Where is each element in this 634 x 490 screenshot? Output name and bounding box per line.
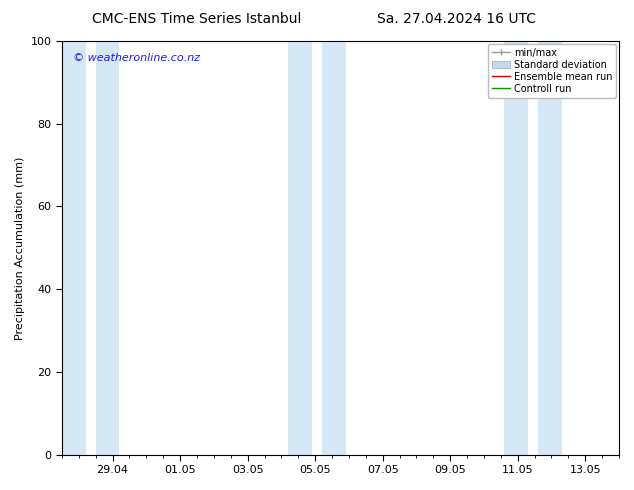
Bar <box>322 41 346 455</box>
Bar <box>96 41 119 455</box>
Bar <box>504 41 528 455</box>
Text: CMC-ENS Time Series Istanbul: CMC-ENS Time Series Istanbul <box>92 12 301 26</box>
Text: Sa. 27.04.2024 16 UTC: Sa. 27.04.2024 16 UTC <box>377 12 536 26</box>
Text: © weatheronline.co.nz: © weatheronline.co.nz <box>73 53 200 64</box>
Bar <box>62 41 86 455</box>
Legend: min/max, Standard deviation, Ensemble mean run, Controll run: min/max, Standard deviation, Ensemble me… <box>488 44 616 98</box>
Bar <box>538 41 562 455</box>
Bar <box>288 41 312 455</box>
Y-axis label: Precipitation Accumulation (mm): Precipitation Accumulation (mm) <box>15 156 25 340</box>
